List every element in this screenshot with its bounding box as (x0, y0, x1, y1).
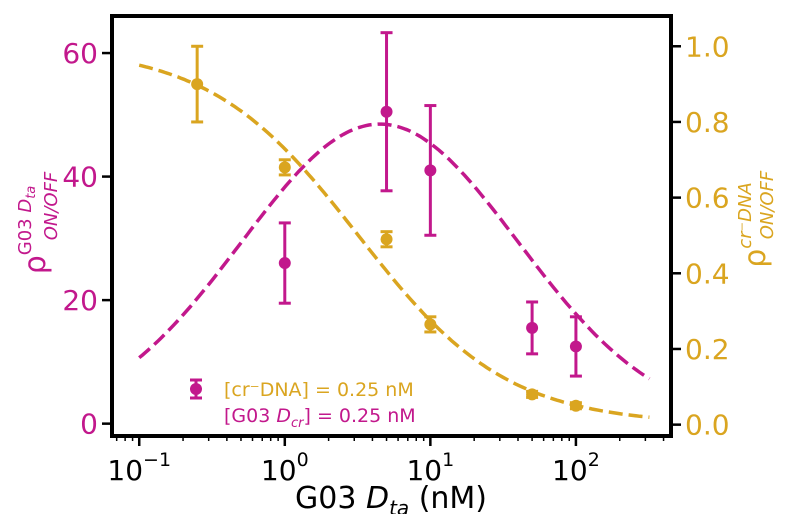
y-right-tick-label: 0.4 (685, 257, 730, 290)
y-right-rho: ρ (738, 249, 773, 268)
data-point-magenta (424, 164, 437, 177)
plot-frame (110, 14, 673, 438)
x-axis-label-main: G03 (295, 481, 366, 514)
fit-curve-gold (138, 63, 650, 419)
y-right-tick-label: 0.8 (685, 106, 730, 139)
data-point-gold (278, 161, 291, 174)
legend-line-2: [G03 Dcr] = 0.25 nM (224, 405, 416, 431)
fit-curves (138, 63, 651, 419)
legend-line-1: [cr⁻DNA] = 0.25 nM (224, 379, 414, 401)
x-tick-label-exponent: 1 (442, 449, 454, 471)
data-point-gold (424, 318, 437, 331)
data-point-magenta (569, 340, 582, 353)
y-right-tick-label: 0.2 (685, 333, 730, 366)
x-tick-label-base: 10 (261, 454, 297, 487)
y-right-axis-label: ρcr⁻DNAON/OFF (735, 170, 778, 268)
x-tick-label: 100 (261, 449, 309, 487)
x-tick-label: 10−1 (107, 449, 171, 487)
x-tick-label-exponent: 2 (588, 449, 600, 471)
x-axis-label-italic: D (366, 481, 389, 514)
x-axis-label-unit: (nM) (409, 481, 487, 514)
fit-curve-magenta (138, 122, 651, 381)
y-left-sup-main: G03 (15, 213, 36, 256)
legend-line-2-post: ] = 0.25 nM (304, 405, 416, 427)
y-left-axis-label: ρG03 Dta ON/OFF (15, 171, 62, 274)
y-right-tick-label: 0.6 (685, 182, 730, 215)
data-point-gold (526, 388, 539, 401)
x-tick-label-exponent: −1 (143, 449, 171, 471)
data-point-magenta (278, 257, 291, 270)
data-point-gold (380, 233, 393, 246)
x-tick-label-base: 10 (107, 454, 143, 487)
x-axis-label: G03 Dta (nM) (295, 481, 487, 514)
legend-line-2-sub: cr (291, 416, 305, 431)
x-axis-label-sub: ta (389, 496, 409, 514)
data-point-magenta (380, 105, 393, 118)
y-left-rho: ρ (18, 255, 53, 274)
data-points (191, 31, 582, 412)
y-left-sup-italic: D (15, 199, 36, 213)
y-left-sup-sub: ta (24, 186, 39, 199)
x-tick-label-exponent: 0 (297, 449, 309, 471)
x-tick-label-base: 10 (552, 454, 588, 487)
data-point-gold (191, 78, 204, 91)
x-tick-label: 102 (552, 449, 600, 487)
legend-line-2-italic: D (276, 405, 291, 427)
x-tick-label: 101 (406, 449, 454, 487)
y-right-tick-label: 1.0 (685, 30, 730, 63)
legend-line-2-pre: [G03 (224, 405, 276, 427)
y-right-sup: cr⁻DNA (735, 182, 756, 248)
data-point-gold (569, 399, 582, 412)
x-tick-label-base: 10 (406, 454, 442, 487)
legend: [cr⁻DNA] = 0.25 nM [G03 Dcr] = 0.25 nM (190, 378, 416, 431)
y-left-tick-label: 40 (62, 161, 98, 194)
y-left-tick-label: 60 (62, 37, 98, 70)
legend-marker (190, 383, 202, 395)
y-right-tick-label: 0.0 (685, 409, 730, 442)
data-point-magenta (526, 321, 539, 334)
y-left-sub: ON/OFF (41, 171, 62, 240)
y-left-tick-label: 20 (62, 284, 98, 317)
y-left-tick-label: 0 (80, 408, 98, 441)
y-right-sub: ON/OFF (757, 170, 778, 239)
